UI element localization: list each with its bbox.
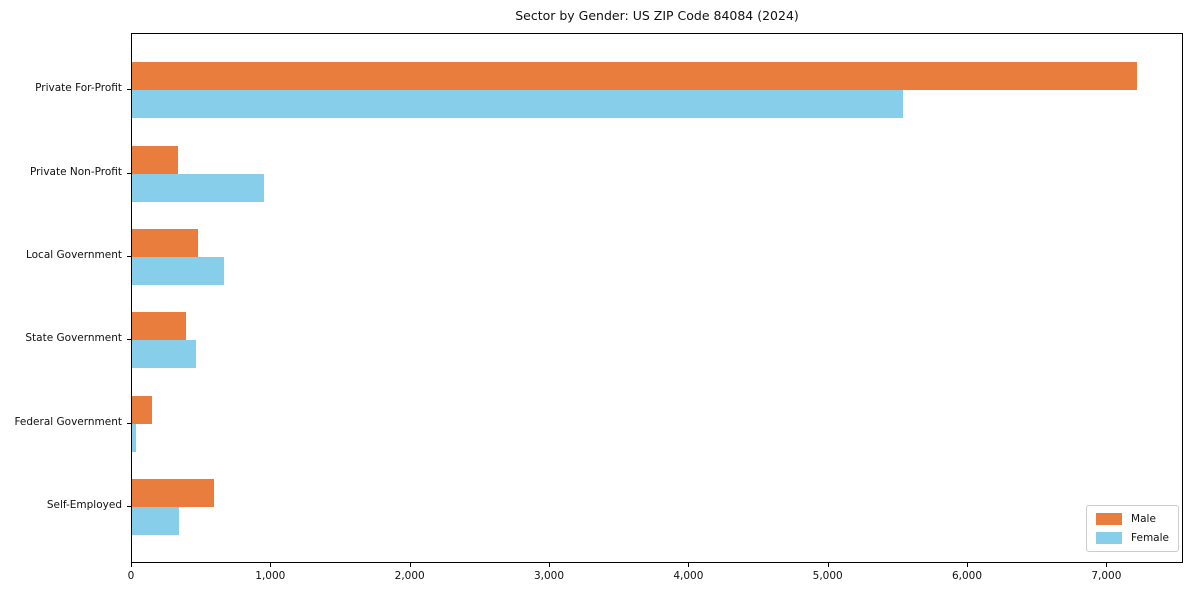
- x-tick: [131, 563, 132, 567]
- x-axis-tick-label: 0: [127, 570, 135, 582]
- x-axis-tick-label: 7,000: [1091, 570, 1122, 582]
- x-tick: [549, 563, 550, 567]
- y-tick: [127, 506, 131, 507]
- bar-male-0: [132, 62, 1137, 91]
- bar-male-4: [132, 395, 152, 424]
- y-axis-label: Federal Government: [14, 415, 122, 428]
- bar-female-5: [132, 507, 180, 535]
- legend-label-male: Male: [1131, 513, 1156, 525]
- legend-entry: Male: [1096, 513, 1169, 525]
- male-swatch: [1096, 513, 1123, 525]
- y-tick: [127, 172, 131, 174]
- y-tick: [127, 255, 131, 257]
- y-axis-label: Private Non-Profit: [29, 165, 122, 178]
- y-axis-label: Self-Employed: [46, 499, 122, 511]
- legend: Male Female: [1086, 505, 1179, 552]
- bar-male-5: [132, 479, 214, 507]
- x-tick: [688, 563, 690, 567]
- bar-male-3: [132, 312, 187, 341]
- legend-entry: Female: [1096, 532, 1169, 544]
- bar-male-1: [132, 145, 178, 174]
- plot-area: Male Female: [131, 33, 1183, 563]
- y-axis-label: Private For-Profit: [35, 82, 122, 95]
- x-axis-tick-label: 1,000: [255, 570, 286, 582]
- bar-female-1: [132, 173, 265, 202]
- bar-female-2: [132, 256, 224, 285]
- y-tick: [127, 422, 131, 424]
- x-axis-tick-label: 2,000: [394, 570, 425, 582]
- y-axis-label: Local Government: [25, 248, 122, 261]
- y-tick: [127, 339, 131, 341]
- x-tick: [270, 563, 272, 567]
- legend-label-female: Female: [1131, 532, 1169, 544]
- x-tick: [827, 563, 829, 567]
- bar-female-3: [132, 340, 197, 369]
- x-tick: [1106, 563, 1108, 567]
- x-tick: [967, 563, 968, 567]
- x-tick: [409, 563, 411, 567]
- y-axis-label: State Government: [25, 332, 122, 345]
- x-axis-tick-label: 5,000: [812, 570, 843, 582]
- x-axis-tick-label: 3,000: [533, 570, 565, 582]
- bar-male-2: [132, 228, 199, 257]
- female-swatch: [1096, 532, 1123, 544]
- y-tick: [127, 89, 131, 91]
- chart-title: Sector by Gender: US ZIP Code 84084 (202…: [515, 8, 799, 23]
- x-axis-tick-label: 4,000: [673, 570, 704, 582]
- bar-female-0: [132, 90, 903, 119]
- x-axis-tick-label: 6,000: [951, 570, 983, 582]
- bar-female-4: [132, 423, 136, 452]
